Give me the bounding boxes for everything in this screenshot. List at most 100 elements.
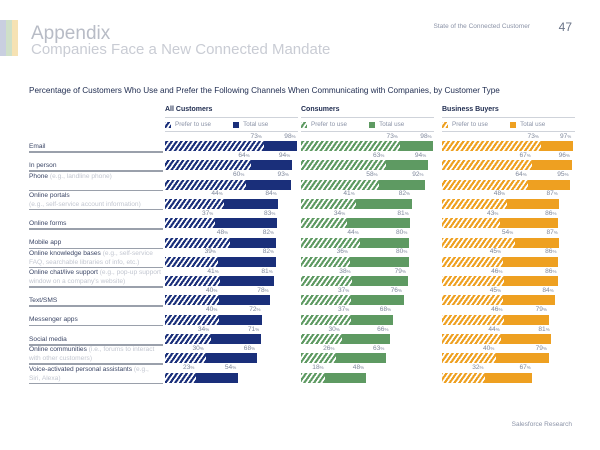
label-total-value: 80 — [396, 229, 404, 236]
label-total-unit: % — [552, 268, 557, 274]
label-total-value: 79 — [394, 267, 402, 275]
label-prefer: 40% — [206, 287, 217, 294]
label-prefer: 34% — [198, 326, 209, 333]
label-prefer: 58% — [366, 171, 377, 178]
label-prefer: 18% — [312, 364, 323, 371]
label-total-value: 97 — [559, 132, 568, 140]
row-label-main: Online knowledge bases — [29, 249, 101, 257]
bar-prefer-to-use — [442, 237, 515, 248]
label-prefer-unit: % — [209, 210, 214, 216]
label-prefer-unit: % — [199, 345, 204, 351]
row-label-main: In person — [29, 161, 57, 169]
row-label-sub: (e.g., pop-up support window on a compan… — [29, 269, 161, 286]
footer-source: Salesforce Research — [511, 421, 572, 428]
row-label-sub: (e.g., landline phone) — [48, 172, 112, 180]
label-total-value: 67 — [519, 364, 527, 372]
row-label: Messenger apps — [29, 315, 162, 324]
label-total: 79% — [536, 345, 547, 352]
label-prefer-unit: % — [245, 152, 250, 158]
label-prefer: 41% — [343, 190, 354, 197]
label-total: 87% — [546, 190, 557, 197]
label-prefer: 37% — [338, 306, 349, 313]
row-label: Phone (e.g., landline phone) — [29, 172, 162, 181]
bar-total-use — [165, 218, 278, 229]
label-prefer-value: 34 — [333, 209, 342, 217]
label-total: 95% — [557, 171, 568, 178]
label-prefer-unit: % — [343, 249, 348, 255]
legend-swatch-total — [510, 121, 517, 128]
bar-prefer-to-use — [165, 218, 215, 229]
bar-prefer-to-use — [301, 314, 351, 325]
bar-prefer-to-use — [301, 256, 350, 267]
bar-total-use — [301, 218, 411, 229]
label-total-unit: % — [255, 326, 260, 332]
label-prefer: 43% — [487, 210, 498, 217]
label-total-unit: % — [406, 191, 411, 197]
label-prefer-unit: % — [335, 326, 340, 332]
label-prefer-value: 48 — [493, 190, 502, 198]
label-prefer: 54% — [502, 229, 513, 236]
bar-total-use — [301, 198, 412, 209]
bar-prefer-to-use — [442, 353, 496, 364]
row-label-main: Messenger apps — [29, 316, 78, 324]
label-prefer-value: 30 — [328, 325, 336, 333]
bar-total-use — [165, 334, 261, 344]
row-divider — [29, 208, 163, 211]
label-total-unit: % — [567, 133, 572, 139]
label-prefer-unit: % — [319, 365, 324, 371]
deco-stripe — [12, 20, 18, 56]
legend-swatch-prefer — [301, 121, 307, 128]
row-label-sub: (i.e., forums to interact with other cus… — [29, 346, 155, 363]
row-label: Online portals (e.g., self-service accou… — [29, 191, 162, 209]
label-prefer-value: 40 — [483, 344, 491, 352]
label-prefer: 41% — [207, 268, 218, 275]
label-prefer: 34% — [334, 210, 345, 217]
row-label: Text/SMS — [29, 296, 162, 305]
row-label: Email — [29, 142, 162, 151]
group-header: Business Buyers Prefer to use Total use — [442, 106, 575, 132]
label-prefer-value: 39 — [204, 248, 212, 256]
label-prefer-unit: % — [341, 210, 346, 216]
row-label: In person — [29, 161, 162, 170]
row-divider — [29, 228, 163, 230]
label-prefer-value: 73 — [250, 132, 258, 140]
label-prefer-value: 44 — [211, 190, 219, 198]
label-prefer-unit: % — [214, 268, 219, 274]
bar-prefer-to-use — [165, 160, 252, 171]
label-total-unit: % — [270, 249, 275, 255]
label-total-unit: % — [403, 249, 408, 255]
label-prefer: 44% — [347, 229, 358, 236]
label-prefer-value: 60 — [233, 171, 241, 179]
legend-label-total: Total use — [379, 121, 405, 128]
report-name: State of the Connected Customer — [433, 23, 530, 30]
label-total: 92% — [412, 171, 423, 178]
label-total-value: 82 — [262, 248, 271, 256]
label-prefer-value: 44 — [347, 229, 355, 236]
label-total-unit: % — [272, 191, 277, 197]
label-prefer-unit: % — [498, 268, 503, 274]
label-prefer-unit: % — [211, 249, 216, 255]
label-total-value: 82 — [262, 229, 271, 236]
label-total-value: 68 — [243, 344, 252, 352]
label-prefer-value: 67 — [519, 151, 527, 159]
label-total: 79% — [536, 306, 547, 313]
label-total-unit: % — [232, 365, 237, 371]
label-total-unit: % — [251, 345, 256, 351]
label-prefer-value: 48 — [216, 229, 225, 236]
label-prefer: 60% — [233, 171, 244, 178]
label-prefer-value: 23 — [183, 364, 191, 372]
legend-swatch-prefer — [442, 121, 448, 128]
bar-prefer-to-use — [442, 141, 541, 151]
label-prefer-unit: % — [501, 191, 506, 197]
row-label-main: Online forms — [29, 219, 67, 227]
label-total-unit: % — [545, 326, 550, 332]
label-prefer-value: 63 — [373, 151, 381, 159]
label-prefer-value: 64 — [515, 171, 523, 179]
label-prefer: 36% — [337, 248, 348, 255]
label-prefer-value: 73 — [386, 132, 394, 140]
label-total-unit: % — [271, 210, 276, 216]
label-prefer-value: 37 — [201, 209, 210, 217]
row-label-main: Text/SMS — [29, 296, 58, 304]
label-prefer: 26% — [323, 345, 334, 352]
label-prefer-value: 41 — [207, 267, 215, 275]
